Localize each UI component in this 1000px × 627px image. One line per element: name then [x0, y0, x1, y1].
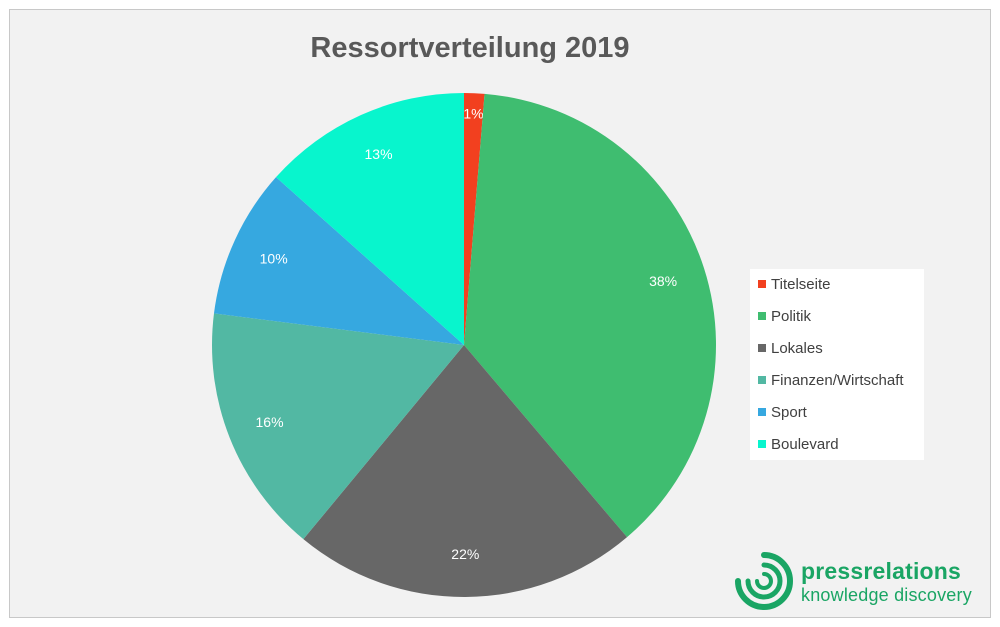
legend-label: Titelseite — [771, 275, 831, 293]
pie-slice-politik — [464, 93, 717, 538]
legend-swatch — [758, 344, 766, 352]
data-label-boulevard: 13% — [365, 146, 393, 162]
data-label-politik: 38% — [649, 273, 677, 289]
logo-name: pressrelations — [801, 558, 962, 584]
legend-swatch — [758, 408, 766, 416]
data-label-sport: 10% — [260, 250, 288, 266]
legend-label: Politik — [771, 307, 812, 325]
logo-tagline: knowledge discovery — [801, 585, 972, 605]
data-label-lokales: 22% — [451, 546, 479, 562]
pie-slice-boulevard — [276, 93, 464, 345]
legend-label: Boulevard — [771, 435, 839, 453]
data-label-titelseite: 1% — [463, 105, 483, 121]
legend-swatch — [758, 312, 766, 320]
data-label-finanzen-wirtschaft: 16% — [256, 414, 284, 430]
legend: Titelseite Politik Lokales Finanzen/Wirtsch… — [750, 269, 924, 460]
legend-item: Politik — [758, 306, 811, 326]
legend-item: Lokales — [758, 338, 823, 358]
legend-item: Sport — [758, 402, 807, 422]
chart-frame: Ressortverteilung 2019 1% 38% 22% 16% 10% 13%… — [9, 9, 991, 618]
pie-chart: 1% 38% 22% 16% 10% 13% — [212, 93, 717, 597]
pie-slice-lokales — [303, 345, 628, 597]
legend-swatch — [758, 280, 766, 288]
legend-label: Sport — [771, 403, 807, 421]
legend-swatch — [758, 440, 766, 448]
pie-slice-sport — [213, 177, 464, 345]
legend-item: Boulevard — [758, 434, 839, 454]
legend-label: Finanzen/Wirtschaft — [771, 371, 904, 389]
legend-label: Lokales — [771, 339, 823, 357]
chart-title: Ressortverteilung 2019 — [310, 32, 630, 64]
legend-item: Titelseite — [758, 274, 830, 294]
legend-item: Finanzen/Wirtschaft — [758, 370, 904, 390]
pie-slice-finanzen-wirtschaft — [212, 313, 464, 540]
pressrelations-logo: pressrelations knowledge discovery — [733, 548, 993, 614]
legend-swatch — [758, 376, 766, 384]
pressrelations-logo-icon — [735, 552, 793, 610]
pie-slice-titelseite — [464, 93, 485, 345]
